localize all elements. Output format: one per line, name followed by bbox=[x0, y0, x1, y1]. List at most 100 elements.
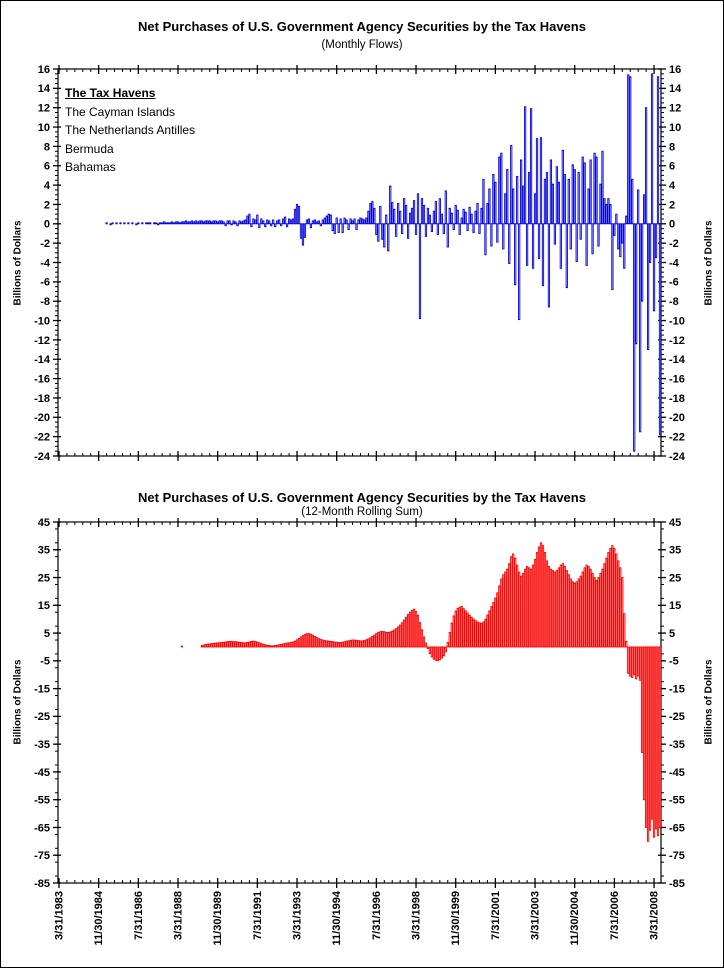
rolling-sum-bar bbox=[335, 641, 338, 648]
rolling-sum-bar bbox=[543, 552, 547, 648]
monthly-flows-bar bbox=[399, 210, 402, 225]
monthly-flows-bar bbox=[355, 223, 358, 231]
monthly-flows-bar bbox=[188, 221, 192, 225]
rolling-sum-bar bbox=[379, 631, 382, 648]
rolling-sum-bar bbox=[537, 546, 541, 648]
rolling-sum-bar bbox=[436, 646, 439, 662]
y-tick-label-right: -14 bbox=[669, 354, 686, 366]
monthly-flows-bar bbox=[327, 213, 330, 225]
rolling-sum-bar bbox=[369, 637, 372, 648]
monthly-flows-bar bbox=[363, 219, 366, 225]
monthly-flows-bar bbox=[383, 223, 386, 248]
rolling-sum-bar bbox=[254, 640, 257, 648]
legend-item-cayman: The Cayman Islands bbox=[65, 104, 176, 119]
monthly-flows-bar bbox=[535, 138, 539, 225]
rolling-sum-bar bbox=[557, 567, 560, 648]
rolling-sum-bar bbox=[587, 565, 590, 648]
rolling-sum-bar bbox=[341, 641, 344, 648]
monthly-flows-bar bbox=[527, 172, 531, 225]
rolling-sum-frame bbox=[57, 521, 662, 884]
monthly-flows-bar bbox=[109, 223, 112, 226]
y-tick-label-left: 45 bbox=[38, 517, 50, 529]
rolling-sum-bar bbox=[426, 646, 430, 650]
monthly-flows-bar bbox=[617, 223, 620, 250]
monthly-flows-bar bbox=[242, 220, 245, 225]
rolling-sum-bar bbox=[244, 642, 247, 648]
y-tick-label-right: 0 bbox=[669, 219, 675, 231]
monthly-flows-bar bbox=[222, 221, 225, 225]
monthly-flows-bar bbox=[333, 223, 336, 234]
rolling-sum-bar bbox=[420, 629, 424, 648]
monthly-flows-bar bbox=[377, 223, 380, 242]
y-tick-label-left: 10 bbox=[38, 122, 50, 134]
monthly-flows-bar bbox=[522, 185, 525, 225]
monthly-flows-bar bbox=[543, 178, 547, 225]
monthly-flows-bar bbox=[567, 178, 570, 225]
monthly-flows-bar bbox=[321, 219, 324, 225]
rolling-sum-bar bbox=[518, 571, 521, 648]
rolling-sum-bar bbox=[514, 557, 517, 648]
rolling-sum-bar bbox=[448, 632, 451, 648]
rolling-sum-bar bbox=[331, 641, 334, 648]
rolling-sum-bar bbox=[405, 616, 408, 648]
rolling-sum-bars bbox=[180, 542, 662, 842]
monthly-flows-bar bbox=[555, 166, 558, 225]
monthly-flows-bar bbox=[508, 223, 511, 264]
y-tick-label-right: -24 bbox=[669, 451, 686, 463]
rolling-sum-bar bbox=[468, 614, 471, 648]
rolling-sum-bar bbox=[220, 642, 223, 648]
monthly-flows-bar bbox=[153, 222, 156, 225]
monthly-flows-bar bbox=[422, 204, 426, 225]
monthly-flows-bar bbox=[492, 174, 495, 225]
monthly-flows-bar bbox=[472, 223, 475, 233]
rolling-sum-bar bbox=[559, 564, 562, 648]
monthly-flows-bar bbox=[589, 159, 592, 225]
rolling-sum-bar bbox=[569, 578, 572, 648]
monthly-flows-bar bbox=[323, 217, 326, 225]
rolling-sum-bar bbox=[450, 622, 453, 648]
rolling-sum-bar bbox=[381, 630, 384, 648]
rolling-sum-bar bbox=[412, 608, 416, 648]
monthly-flows-bar bbox=[270, 223, 273, 227]
monthly-flows-bar bbox=[581, 156, 584, 225]
monthly-flows-bar bbox=[575, 223, 578, 262]
monthly-flows-bar bbox=[357, 219, 360, 225]
monthly-flows-bar bbox=[105, 222, 108, 225]
monthly-flows-bar bbox=[591, 223, 594, 255]
monthly-flows-bar bbox=[240, 221, 243, 225]
monthly-flows-bar bbox=[599, 183, 602, 225]
y-tick-label-left: 35 bbox=[38, 545, 50, 557]
monthly-flows-bar bbox=[629, 76, 632, 225]
y-tick-label-right: 2 bbox=[669, 199, 675, 211]
rolling-sum-bar bbox=[218, 642, 221, 648]
rolling-sum-bar bbox=[444, 646, 447, 653]
monthly-flows-bar bbox=[141, 222, 144, 225]
rolling-sum-bar bbox=[234, 641, 237, 648]
monthly-flows-bar bbox=[424, 223, 428, 237]
rolling-sum-bar bbox=[389, 631, 392, 648]
monthly-flows-bar bbox=[496, 223, 499, 243]
monthly-flows-bar bbox=[145, 222, 148, 225]
y-tick-label-right: 14 bbox=[669, 83, 682, 95]
monthly-flows-bar bbox=[335, 217, 338, 225]
monthly-flows-bar bbox=[486, 203, 489, 225]
x-tick-label: 3/31/2008 bbox=[649, 891, 661, 940]
rolling-sum-bar bbox=[349, 639, 352, 648]
rolling-sum-bar bbox=[262, 643, 265, 648]
x-tick-label: 3/31/2003 bbox=[530, 891, 542, 940]
monthly-flows-bar bbox=[466, 223, 469, 232]
rolling-sum-bar bbox=[365, 639, 368, 648]
monthly-flows-bar bbox=[341, 223, 344, 233]
monthly-flows-y-axis: 16 16 14 14 12 12 10 10 8 8 6 6 4 4 2 2 0 0 -2 -2 -4 -4 -6 -6 -8… bbox=[34, 64, 686, 463]
monthly-flows-bar bbox=[135, 223, 138, 226]
monthly-flows-bar bbox=[262, 220, 265, 225]
y-tick-label-right: -75 bbox=[669, 850, 685, 862]
monthly-flows-bar bbox=[303, 223, 307, 238]
y-tick-label-right: 45 bbox=[669, 517, 681, 529]
rolling-sum-bar bbox=[639, 646, 642, 681]
rolling-sum-bar bbox=[284, 643, 287, 648]
y-tick-label-right: 10 bbox=[669, 122, 681, 134]
monthly-flows-bar bbox=[266, 219, 269, 225]
rolling-sum-bar bbox=[547, 565, 551, 648]
rolling-sum-plot: 45 45 35 35 25 25 15 15 5 5 -5 -5 -15 -15 -25 -25 -35 -35… bbox=[34, 517, 685, 946]
